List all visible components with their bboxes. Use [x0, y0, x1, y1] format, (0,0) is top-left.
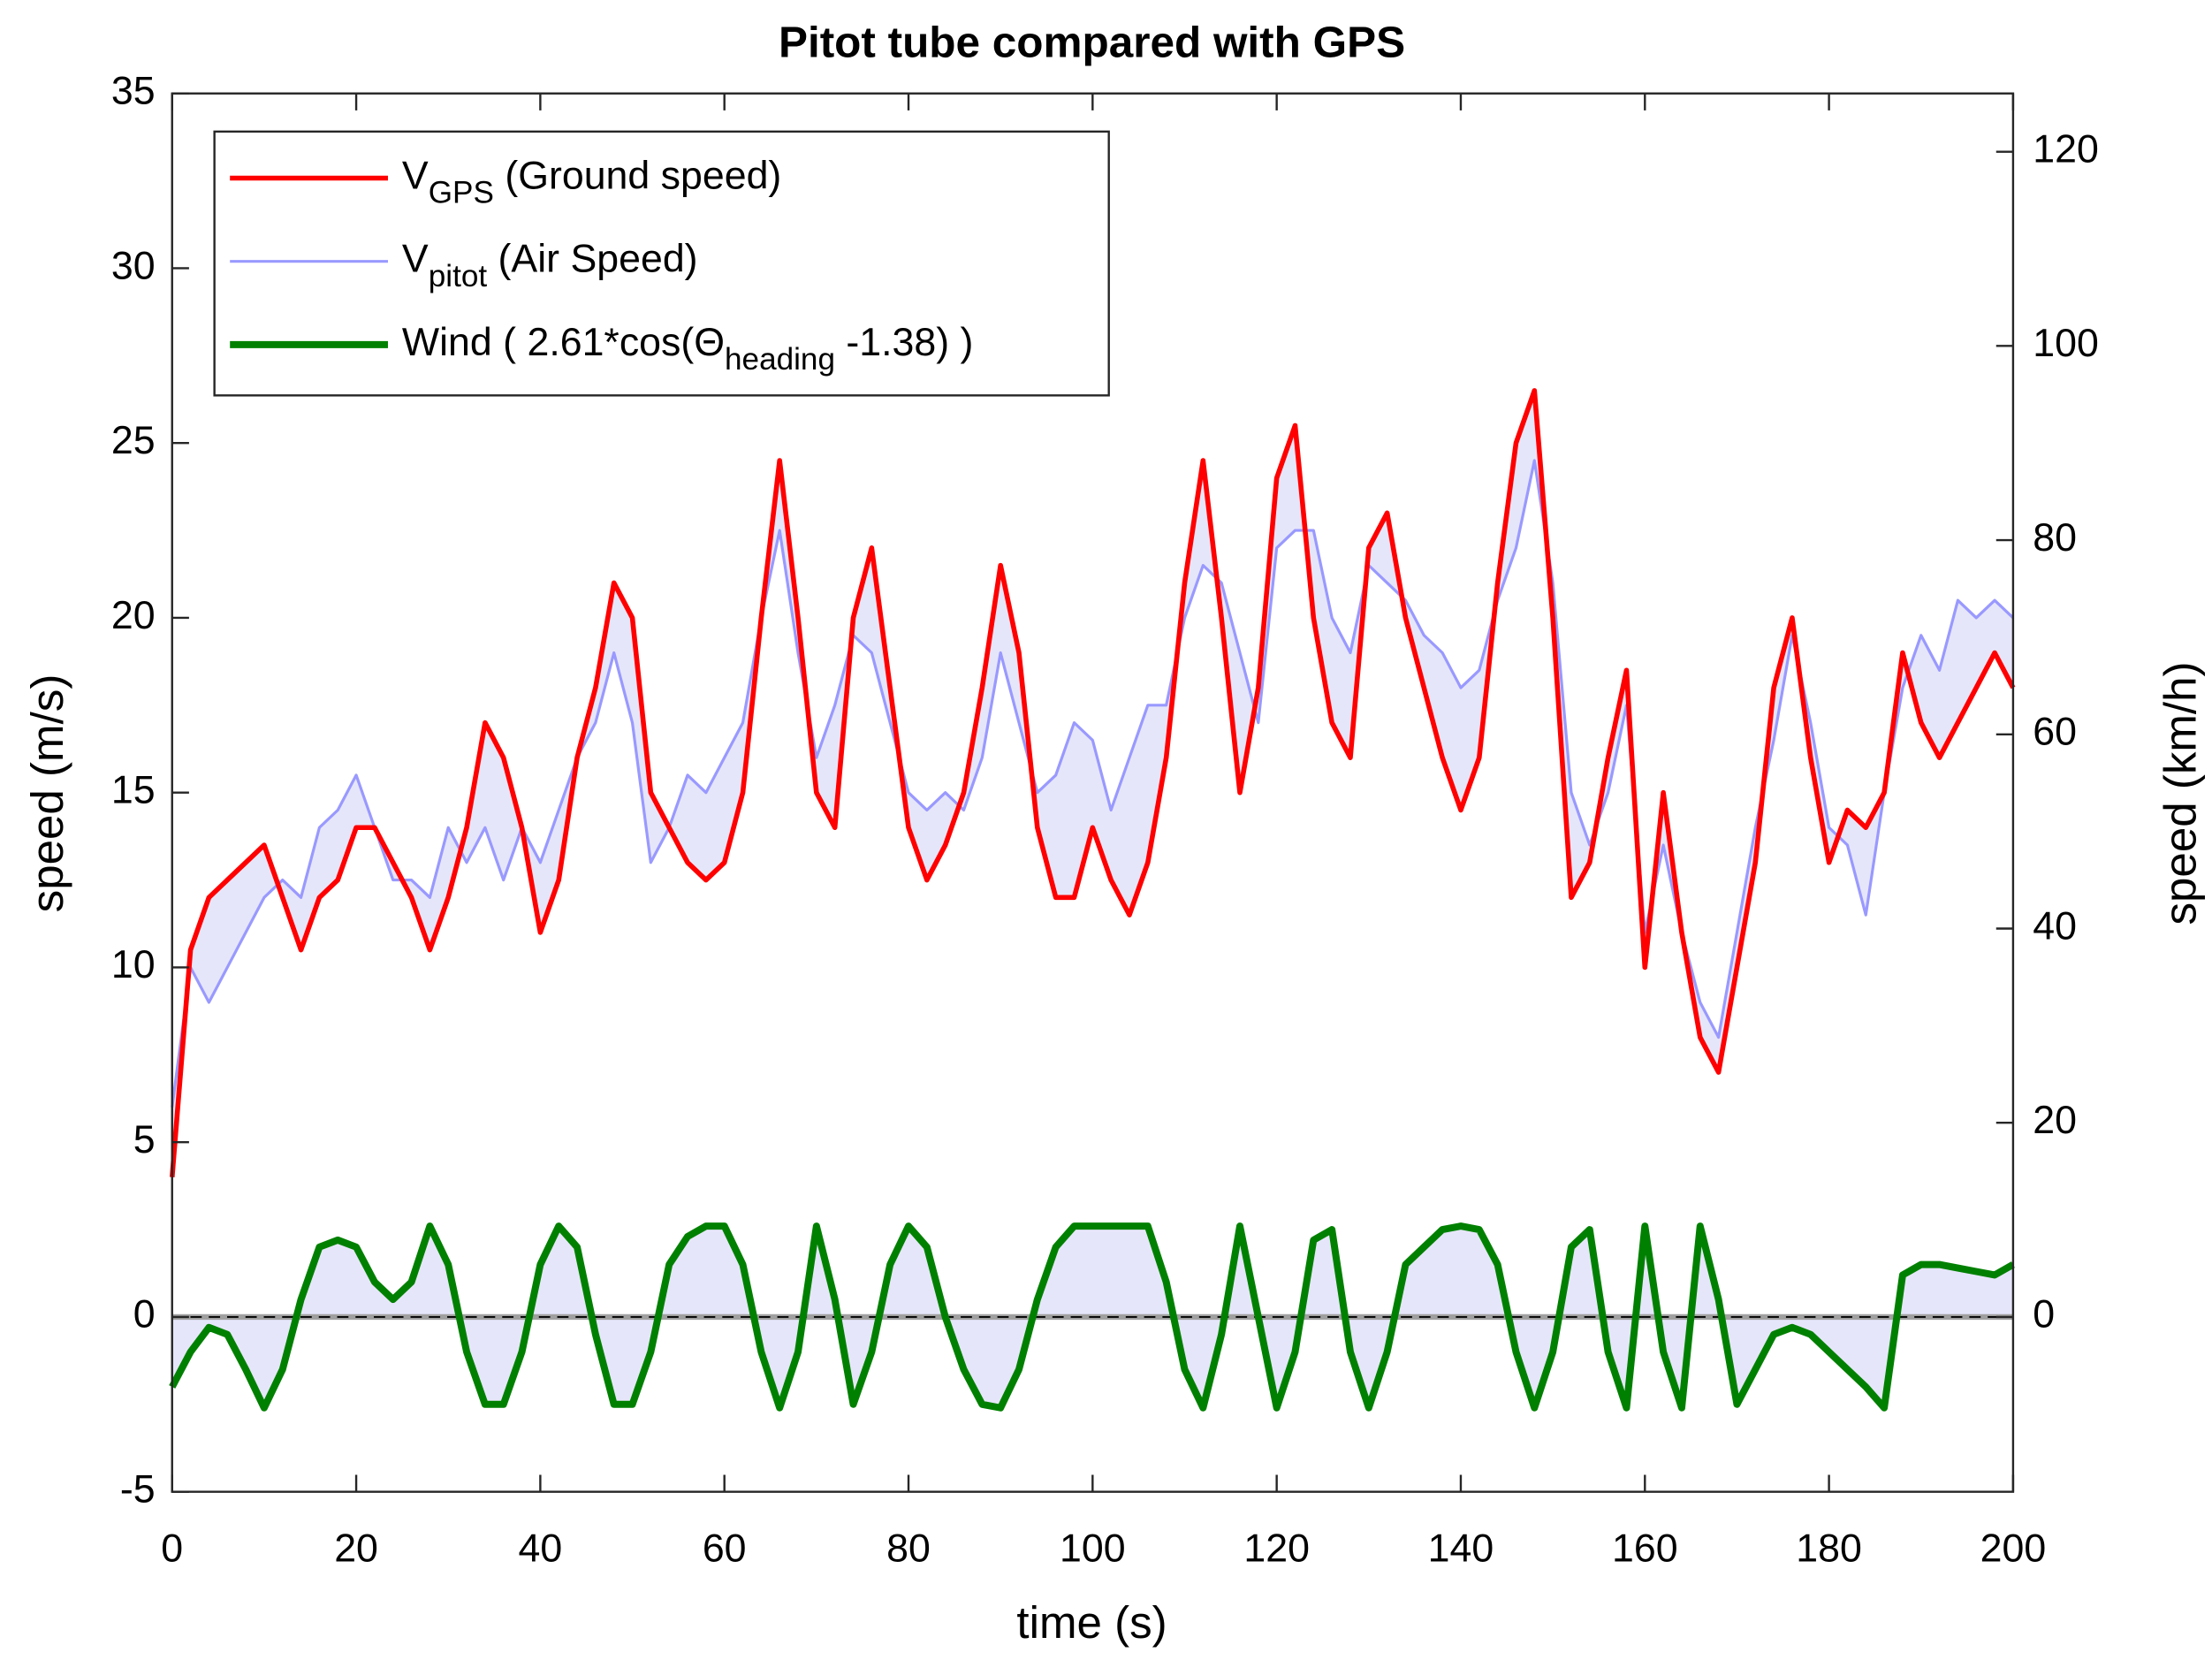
- legend-label: Wind ( 2.61*cos(Θheading -1.38) ): [402, 321, 973, 377]
- legend-text: pitot: [429, 259, 488, 293]
- x-tick-label: 40: [519, 1527, 563, 1571]
- y2-tick-label: 20: [2033, 1099, 2077, 1142]
- x-tick-label: 180: [1796, 1527, 1862, 1571]
- legend-text: Wind ( 2.61*cos(Θ: [402, 321, 725, 364]
- legend-text: (Ground speed): [494, 154, 781, 197]
- y2-tick-label: 80: [2033, 516, 2077, 560]
- x-tick-label: 80: [886, 1527, 931, 1571]
- series-line: [169, 388, 2016, 1177]
- series-line: [169, 1222, 2015, 1412]
- x-axis-label: time (s): [1016, 1597, 1167, 1648]
- x-tick-label: 140: [1428, 1527, 1494, 1571]
- y-tick-label: 25: [111, 419, 156, 462]
- y2-axis-label: speed (km/h): [2155, 661, 2206, 925]
- y-tick-label: 35: [111, 70, 156, 113]
- chart-title: Pitot tube compared with GPS: [779, 19, 1405, 67]
- legend-text: -1.38) ): [835, 321, 973, 364]
- legend-text: GPS: [429, 176, 494, 210]
- x-tick-label: 120: [1243, 1527, 1310, 1571]
- series-line: [171, 459, 2015, 1108]
- y-axis-label: speed (m/s): [22, 674, 72, 913]
- x-tick-label: 100: [1060, 1527, 1126, 1571]
- y2-tick-label: 40: [2033, 904, 2077, 948]
- x-tick-label: 60: [703, 1527, 747, 1571]
- y-tick-label: -5: [120, 1467, 156, 1511]
- y2-tick-label: 120: [2033, 127, 2099, 171]
- x-tick-label: 200: [1980, 1527, 2047, 1571]
- y2-tick-label: 0: [2033, 1293, 2055, 1336]
- y-tick-label: 30: [111, 244, 156, 287]
- plot-area: [169, 388, 2016, 1412]
- legend-text: heading: [725, 342, 835, 377]
- legend-label: Vpitot (Air Speed): [402, 238, 698, 294]
- y-tick-label: 5: [133, 1118, 156, 1161]
- y2-tick-label: 100: [2033, 322, 2099, 365]
- y-tick-label: 10: [111, 943, 156, 986]
- legend-text: V: [402, 154, 429, 197]
- legend-text: (Air Speed): [487, 238, 697, 281]
- y2-tick-label: 60: [2033, 711, 2077, 754]
- legend: VGPS (Ground speed)Vpitot (Air Speed)Win…: [213, 130, 1110, 397]
- x-tick-label: 20: [334, 1527, 378, 1571]
- legend-text: V: [402, 238, 429, 281]
- x-tick-label: 0: [161, 1527, 183, 1571]
- legend-label: VGPS (Ground speed): [402, 154, 781, 210]
- y-tick-label: 20: [111, 594, 156, 637]
- y-tick-label: 0: [133, 1293, 156, 1336]
- y-tick-label: 15: [111, 769, 156, 812]
- x-tick-label: 160: [1612, 1527, 1678, 1571]
- legend-box: [213, 130, 1110, 397]
